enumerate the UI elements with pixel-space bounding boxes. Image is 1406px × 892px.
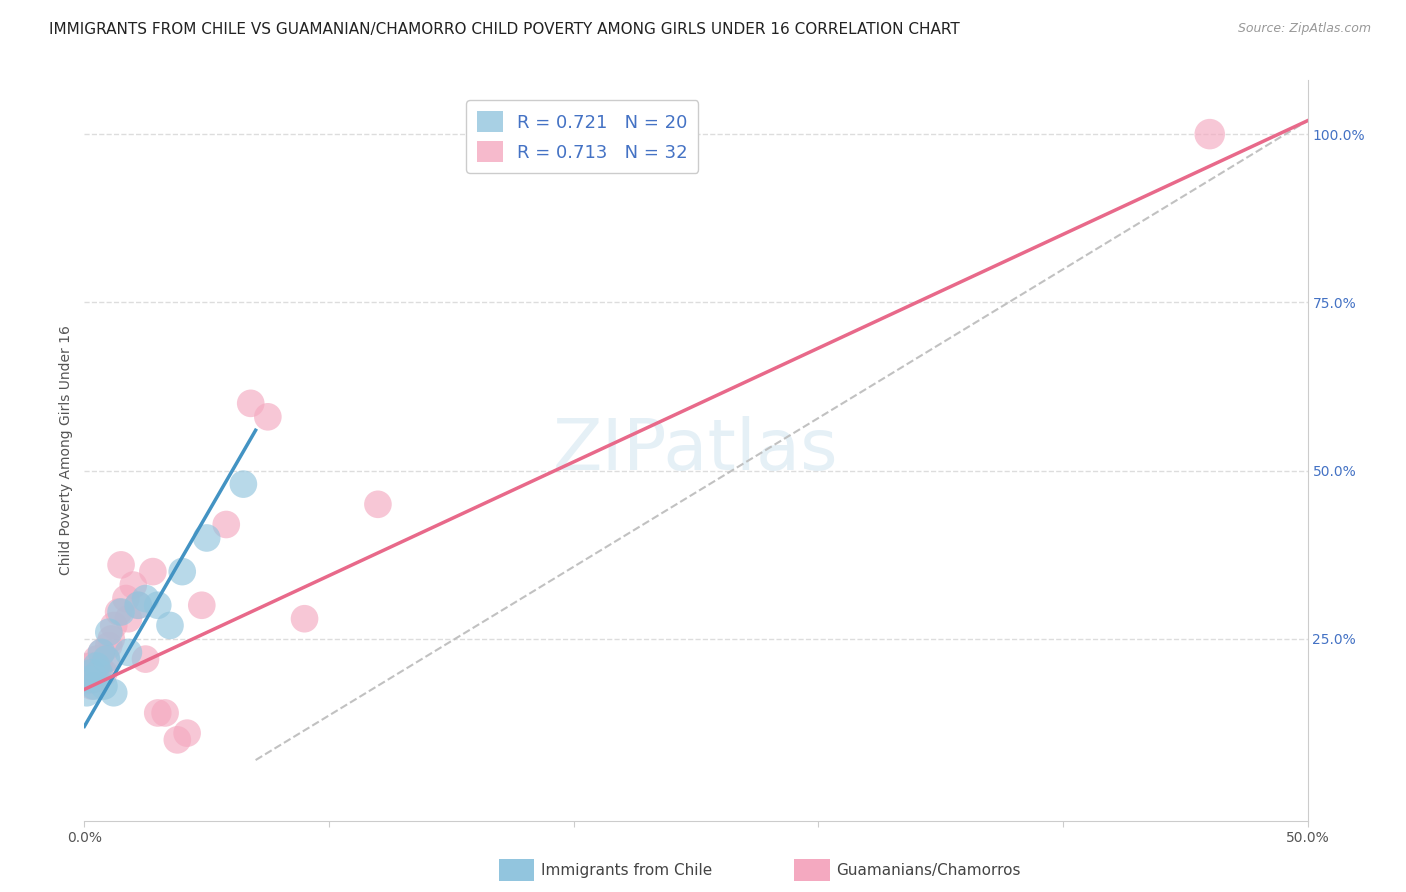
- Point: [90, 645, 112, 659]
- Point: [83, 679, 105, 693]
- Point: [257, 409, 280, 424]
- Point: [86, 652, 108, 666]
- Y-axis label: Child Poverty Among Girls Under 16: Child Poverty Among Girls Under 16: [59, 326, 73, 575]
- Point: [90, 645, 112, 659]
- Point: [86, 658, 108, 673]
- Point: [172, 565, 194, 579]
- Point: [122, 578, 145, 592]
- Point: [239, 396, 262, 410]
- Point: [87, 658, 110, 673]
- Point: [80, 658, 103, 673]
- Point: [83, 673, 105, 687]
- Point: [80, 665, 103, 680]
- Point: [77, 673, 100, 687]
- Text: Source: ZipAtlas.com: Source: ZipAtlas.com: [1237, 22, 1371, 36]
- Point: [110, 558, 132, 572]
- Point: [100, 632, 122, 646]
- Point: [96, 652, 118, 666]
- Text: IMMIGRANTS FROM CHILE VS GUAMANIAN/CHAMORRO CHILD POVERTY AMONG GIRLS UNDER 16 C: IMMIGRANTS FROM CHILE VS GUAMANIAN/CHAMO…: [49, 22, 960, 37]
- Point: [146, 706, 169, 720]
- Point: [93, 679, 115, 693]
- Point: [117, 645, 139, 659]
- Point: [215, 517, 238, 532]
- Point: [135, 652, 157, 666]
- Point: [80, 679, 103, 693]
- Point: [294, 612, 316, 626]
- Point: [97, 639, 120, 653]
- Point: [87, 665, 110, 680]
- Point: [367, 497, 389, 511]
- Point: [96, 652, 118, 666]
- Point: [76, 665, 98, 680]
- Point: [166, 732, 188, 747]
- Point: [97, 625, 120, 640]
- Point: [127, 599, 149, 613]
- Point: [115, 591, 138, 606]
- Point: [117, 612, 139, 626]
- Point: [142, 565, 165, 579]
- Point: [110, 605, 132, 619]
- Point: [93, 665, 115, 680]
- Point: [146, 599, 169, 613]
- Point: [176, 726, 198, 740]
- Point: [153, 706, 176, 720]
- Point: [195, 531, 218, 545]
- Point: [103, 686, 125, 700]
- Point: [135, 591, 157, 606]
- Point: [1198, 127, 1220, 141]
- Point: [232, 477, 254, 491]
- Point: [107, 605, 129, 619]
- Point: [127, 599, 149, 613]
- Legend: R = 0.721   N = 20, R = 0.713   N = 32: R = 0.721 N = 20, R = 0.713 N = 32: [467, 101, 699, 173]
- Text: Immigrants from Chile: Immigrants from Chile: [541, 863, 713, 878]
- Text: ZIPatlas: ZIPatlas: [553, 416, 839, 485]
- Point: [77, 665, 100, 680]
- Point: [76, 665, 98, 680]
- Point: [191, 599, 214, 613]
- Text: Guamanians/Chamorros: Guamanians/Chamorros: [837, 863, 1021, 878]
- Point: [76, 686, 98, 700]
- Point: [103, 618, 125, 632]
- Point: [159, 618, 181, 632]
